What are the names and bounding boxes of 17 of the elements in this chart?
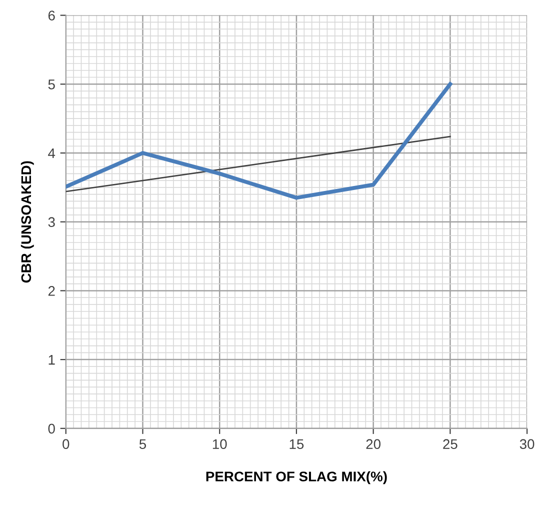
x-tick-label: 20 — [366, 439, 380, 450]
y-tick-label: 5 — [48, 80, 55, 90]
x-tick-label: 0 — [62, 439, 70, 450]
x-tick-label: 5 — [139, 439, 146, 450]
y-tick-label: 2 — [48, 286, 55, 296]
x-tick-label: 30 — [520, 439, 534, 450]
x-tick-label: 25 — [443, 439, 458, 450]
y-tick-label: 3 — [48, 217, 55, 228]
y-axis-title: CBR (UNSOAKED) — [20, 161, 34, 283]
y-tick-label: 4 — [48, 148, 56, 158]
y-tick-label: 6 — [48, 10, 55, 20]
x-tick-label: 15 — [290, 439, 304, 450]
line-series — [66, 82, 452, 200]
x-tick-label: 10 — [212, 439, 227, 450]
x-axis-title: PERCENT OF SLAG MIX(%) — [206, 471, 387, 484]
y-tick-label: 1 — [48, 355, 55, 365]
y-tick-label: 0 — [48, 424, 55, 434]
